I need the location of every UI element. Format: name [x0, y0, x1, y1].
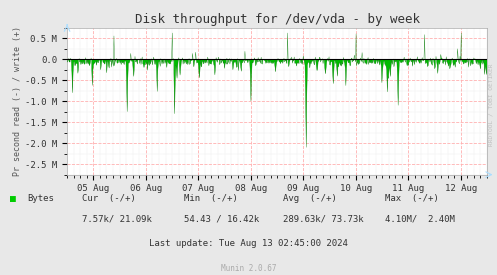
Text: Avg  (-/+): Avg (-/+) [283, 194, 337, 203]
Text: Last update: Tue Aug 13 02:45:00 2024: Last update: Tue Aug 13 02:45:00 2024 [149, 239, 348, 248]
Text: 7.57k/ 21.09k: 7.57k/ 21.09k [82, 214, 152, 224]
Title: Disk throughput for /dev/vda - by week: Disk throughput for /dev/vda - by week [135, 13, 419, 26]
Y-axis label: Pr second read (-) / write (+): Pr second read (-) / write (+) [13, 26, 22, 176]
Text: 54.43 / 16.42k: 54.43 / 16.42k [184, 214, 259, 224]
Text: RRDTOOL / TOBI OETIKER: RRDTOOL / TOBI OETIKER [489, 63, 494, 146]
Text: Min  (-/+): Min (-/+) [184, 194, 238, 203]
Text: ■: ■ [10, 194, 16, 204]
Text: Cur  (-/+): Cur (-/+) [82, 194, 136, 203]
Text: 289.63k/ 73.73k: 289.63k/ 73.73k [283, 214, 364, 224]
Text: 4.10M/  2.40M: 4.10M/ 2.40M [385, 214, 455, 224]
Text: Max  (-/+): Max (-/+) [385, 194, 439, 203]
Text: Munin 2.0.67: Munin 2.0.67 [221, 264, 276, 273]
Text: Bytes: Bytes [27, 194, 54, 203]
